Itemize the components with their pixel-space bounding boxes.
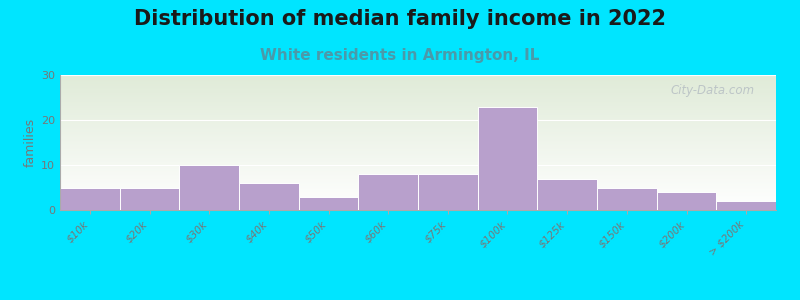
Bar xyxy=(716,201,776,210)
Bar xyxy=(597,188,657,210)
Bar xyxy=(239,183,298,210)
Bar xyxy=(60,188,120,210)
Text: City-Data.com: City-Data.com xyxy=(670,84,754,98)
Bar xyxy=(478,106,538,210)
Bar xyxy=(538,178,597,210)
Y-axis label: families: families xyxy=(24,118,37,167)
Bar xyxy=(179,165,239,210)
Bar xyxy=(418,174,478,210)
Bar xyxy=(657,192,716,210)
Text: Distribution of median family income in 2022: Distribution of median family income in … xyxy=(134,9,666,29)
Text: White residents in Armington, IL: White residents in Armington, IL xyxy=(260,48,540,63)
Bar xyxy=(358,174,418,210)
Bar xyxy=(120,188,179,210)
Bar xyxy=(298,196,358,210)
